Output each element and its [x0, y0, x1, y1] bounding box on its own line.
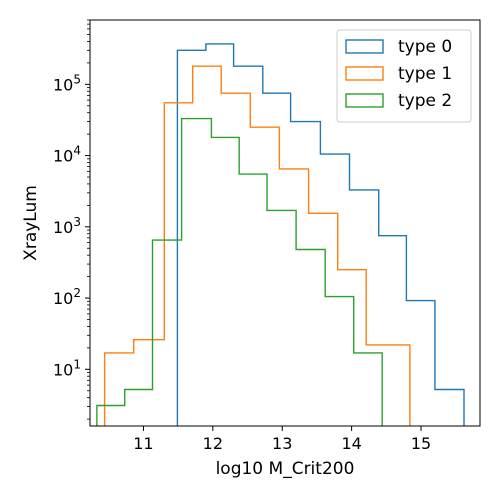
y-axis: 101 102 103 104 105 — [53, 19, 90, 420]
legend-label: type 2 — [398, 91, 452, 111]
y-tick-label: 103 — [53, 215, 81, 237]
y-tick-label: 102 — [53, 286, 81, 308]
y-tick-label: 101 — [53, 357, 81, 379]
x-axis: 11 12 13 14 15 — [133, 426, 431, 453]
y-tick-label: 105 — [53, 72, 81, 94]
series-1-step-line — [103, 65, 411, 426]
x-tick-label: 13 — [272, 434, 292, 453]
x-axis-label: log10 M_Crit200 — [216, 459, 355, 479]
legend: type 0 type 1 type 2 — [336, 29, 472, 123]
legend-swatch — [345, 93, 384, 108]
plot-frame — [89, 19, 481, 427]
legend-label: type 1 — [398, 64, 452, 84]
series-layer — [96, 43, 465, 426]
legend-label: type 0 — [398, 37, 452, 57]
series-0-step-line — [176, 43, 465, 426]
series-2-step-line — [96, 117, 383, 426]
x-tick-label: 14 — [341, 434, 361, 453]
legend-swatch — [345, 39, 384, 54]
x-tick-label: 12 — [203, 434, 223, 453]
y-axis-label: XrayLum — [21, 185, 41, 261]
legend-swatch — [345, 66, 384, 81]
y-tick-label: 104 — [53, 144, 81, 166]
x-tick-label: 15 — [411, 434, 431, 453]
x-tick-label: 11 — [133, 434, 153, 453]
